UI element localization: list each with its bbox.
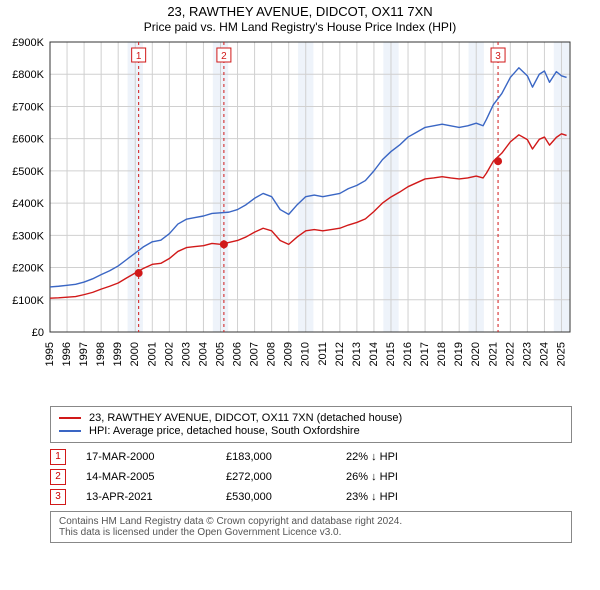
svg-text:2020: 2020 [470,342,482,366]
svg-text:2008: 2008 [266,342,278,366]
svg-text:2015: 2015 [385,342,397,366]
chart-svg: £0 £100K £200K £300K £400K £500K £600K £700K £80… [0,34,600,402]
svg-text:2002: 2002 [163,342,175,366]
event-relative: 22% ↓ HPI [346,451,466,463]
svg-text:2010: 2010 [300,342,312,366]
event-row: 1 17-MAR-2000£183,00022% ↓ HPI [50,449,572,465]
svg-text:2003: 2003 [180,342,192,366]
svg-text:£700K: £700K [12,101,44,113]
svg-text:2019: 2019 [453,342,465,366]
footer-attribution: Contains HM Land Registry data © Crown c… [50,511,572,543]
svg-text:2001: 2001 [146,342,158,366]
svg-text:£200K: £200K [12,263,44,275]
legend-item-property: 23, RAWTHEY AVENUE, DIDCOT, OX11 7XN (de… [59,412,563,424]
svg-text:2006: 2006 [232,342,244,366]
event-date: 17-MAR-2000 [86,451,226,463]
legend-label-hpi: HPI: Average price, detached house, Sout… [89,425,360,437]
svg-text:1: 1 [136,51,142,62]
svg-text:2023: 2023 [521,342,533,366]
svg-text:1995: 1995 [44,342,56,366]
event-row: 3 13-APR-2021£530,00023% ↓ HPI [50,489,572,505]
svg-text:2013: 2013 [351,342,363,366]
footer-line2: This data is licensed under the Open Gov… [59,527,563,538]
svg-text:2012: 2012 [334,342,346,366]
event-relative: 23% ↓ HPI [346,491,466,503]
svg-text:2016: 2016 [402,342,414,366]
svg-text:2025: 2025 [555,342,567,366]
event-badge: 3 [50,489,66,505]
svg-text:2000: 2000 [129,342,141,366]
legend-swatch-hpi [59,430,81,432]
event-price: £183,000 [226,451,346,463]
svg-text:1999: 1999 [112,342,124,366]
svg-text:2007: 2007 [249,342,261,366]
event-badge: 2 [50,469,66,485]
svg-text:2018: 2018 [436,342,448,366]
svg-text:£500K: £500K [12,166,44,178]
event-row: 2 14-MAR-2005£272,00026% ↓ HPI [50,469,572,485]
svg-text:£800K: £800K [12,69,44,81]
svg-text:1997: 1997 [78,342,90,366]
price-chart: £0 £100K £200K £300K £400K £500K £600K £700K £80… [0,34,600,402]
svg-text:1998: 1998 [95,342,107,366]
footer-line1: Contains HM Land Registry data © Crown c… [59,516,563,527]
svg-text:2004: 2004 [197,342,209,366]
svg-text:2: 2 [221,51,227,62]
svg-text:3: 3 [495,51,501,62]
svg-text:£900K: £900K [12,37,44,49]
svg-text:1996: 1996 [61,342,73,366]
svg-text:£400K: £400K [12,198,44,210]
svg-text:2022: 2022 [504,342,516,366]
event-badge: 1 [50,449,66,465]
event-date: 14-MAR-2005 [86,471,226,483]
event-price: £530,000 [226,491,346,503]
event-price: £272,000 [226,471,346,483]
svg-text:2021: 2021 [487,342,499,366]
event-relative: 26% ↓ HPI [346,471,466,483]
event-date: 13-APR-2021 [86,491,226,503]
svg-text:£100K: £100K [12,295,44,307]
events-table: 1 17-MAR-2000£183,00022% ↓ HPI 2 14-MAR-200… [50,449,572,505]
svg-text:£0: £0 [32,327,44,339]
subtitle: Price paid vs. HM Land Registry's House … [0,20,600,34]
svg-text:2009: 2009 [283,342,295,366]
svg-text:2024: 2024 [538,342,550,366]
svg-text:2005: 2005 [214,342,226,366]
svg-text:2014: 2014 [368,342,380,366]
svg-text:£300K: £300K [12,230,44,242]
legend-label-property: 23, RAWTHEY AVENUE, DIDCOT, OX11 7XN (de… [89,412,402,424]
svg-text:2017: 2017 [419,342,431,366]
legend-swatch-property [59,417,81,419]
address-title: 23, RAWTHEY AVENUE, DIDCOT, OX11 7XN [0,4,600,19]
svg-text:2011: 2011 [317,342,329,366]
svg-text:£600K: £600K [12,134,44,146]
chart-legend: 23, RAWTHEY AVENUE, DIDCOT, OX11 7XN (de… [50,406,572,443]
legend-item-hpi: HPI: Average price, detached house, Sout… [59,425,563,437]
